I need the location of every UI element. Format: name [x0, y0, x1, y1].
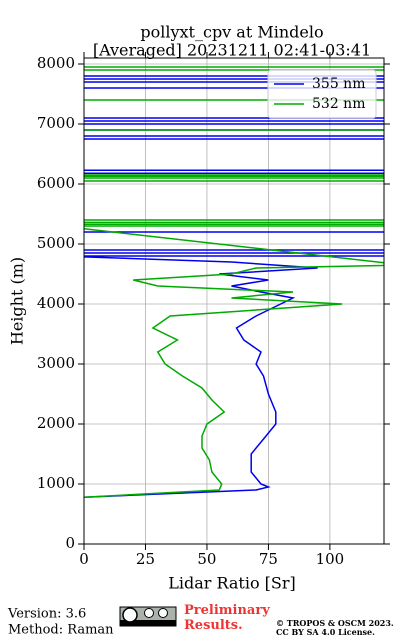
x-tick-label: 75: [259, 550, 278, 568]
x-tick-label: 0: [79, 550, 89, 568]
ticks: 0 25 50 75 100010002000300040005000600070008…: [37, 52, 390, 568]
legend: 355 nm 532 nm: [267, 69, 377, 119]
license: CC BY SA 4.0 License.: [276, 627, 375, 637]
y-tick-label: 1000: [37, 474, 75, 492]
method: Method: Raman: [8, 623, 114, 638]
legend-box: [267, 69, 377, 119]
plot-frame: [83, 57, 385, 545]
x-tick-label: 50: [197, 550, 216, 568]
y-tick-label: 3000: [37, 354, 75, 372]
y-tick-label: 7000: [37, 114, 75, 132]
y-tick-label: 4000: [37, 294, 75, 312]
cc-logo: [119, 606, 177, 627]
x-tick-label: 100: [316, 550, 345, 568]
y-tick-label: 5000: [37, 234, 75, 252]
series-line: [84, 66, 384, 498]
chart-subtitle: [Averaged] 20231211 02:41-03:41: [93, 41, 371, 60]
preliminary-note: Preliminary Results.: [184, 603, 270, 633]
legend-label: 355 nm: [312, 76, 365, 92]
legend-label: 532 nm: [312, 96, 365, 112]
y-tick-label: 0: [65, 534, 75, 552]
x-axis-label: Lidar Ratio [Sr]: [168, 574, 296, 593]
y-tick-label: 8000: [37, 54, 75, 72]
grid: [83, 58, 384, 545]
y-axis-label: Height (m): [8, 257, 27, 345]
y-tick-label: 6000: [37, 174, 75, 192]
plot-lines: [84, 66, 384, 498]
copyright: © TROPOS & OSCM 2023.: [276, 618, 394, 628]
series-line: [84, 75, 384, 498]
x-tick-label: 25: [136, 550, 155, 568]
version: Version: 3.6: [7, 607, 86, 622]
chart-title: pollyxt_cpv at Mindelo: [140, 23, 323, 42]
y-tick-label: 2000: [37, 414, 75, 432]
